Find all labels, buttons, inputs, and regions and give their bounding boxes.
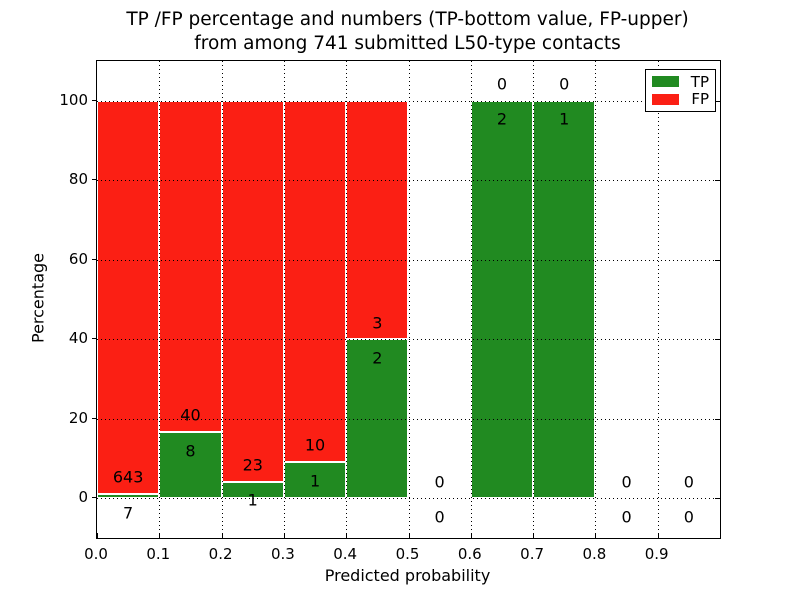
x-tick-label: 0.5 (395, 545, 420, 563)
fp-bar-segment (97, 100, 160, 494)
fp-count-label: 3 (372, 313, 383, 333)
x-tick-label: 0.9 (644, 545, 669, 563)
x-tick-mark (657, 533, 659, 538)
tp-count-label: 2 (496, 109, 508, 129)
fp-count-label: 23 (242, 455, 263, 475)
tp-bar-segment (159, 431, 222, 499)
y-tick-mark (92, 99, 96, 101)
y-tick-mark (92, 417, 96, 419)
v-gridline (595, 61, 597, 538)
y-tick-label: 40 (68, 329, 88, 348)
x-tick-mark (97, 533, 98, 538)
x-tick-mark (595, 533, 597, 538)
tp-bar-segment (97, 493, 160, 499)
fp-count-label: 0 (559, 74, 570, 94)
y-tick-label: 20 (68, 408, 88, 427)
y-tick-label: 80 (68, 170, 88, 189)
x-axis-label: Predicted probability (324, 566, 491, 585)
tp-bar-segment (533, 100, 596, 499)
fp-count-label: 0 (496, 74, 508, 94)
x-tick-mark (221, 533, 223, 538)
x-tick-mark (283, 533, 285, 538)
legend: TP FP (645, 69, 716, 112)
x-tick-label: 0.8 (582, 545, 607, 563)
x-tick-mark (408, 533, 410, 538)
legend-entry-fp: FP (652, 91, 709, 107)
tp-count-label: 0 (621, 507, 632, 527)
chart-title-line2: from among 741 submitted L50-type contac… (194, 33, 621, 54)
fp-bar-segment (283, 100, 347, 463)
v-gridline (221, 61, 223, 538)
tp-count-label: 2 (372, 348, 383, 368)
x-tick-label: 0.2 (208, 545, 233, 563)
tp-count-label: 1 (559, 109, 570, 129)
legend-label-tp: TP (690, 72, 709, 91)
fp-swatch-icon (652, 93, 679, 105)
tp-count-label: 8 (185, 441, 196, 461)
fp-count-label: 40 (180, 405, 201, 425)
tp-count-label: 0 (434, 507, 445, 527)
y-tick-mark (92, 179, 96, 181)
tp-count-label: 7 (123, 503, 134, 523)
v-gridline (657, 61, 659, 538)
tp-swatch-icon (652, 76, 679, 88)
v-gridline (408, 61, 410, 538)
tp-count-label: 1 (247, 490, 258, 510)
x-tick-mark (159, 533, 161, 538)
y-tick-mark (715, 259, 720, 261)
fp-bar-segment (221, 100, 284, 482)
y-tick-mark (715, 498, 720, 500)
legend-entry-tp: TP (652, 74, 709, 90)
y-tick-mark (92, 258, 96, 260)
y-tick-label: 60 (68, 249, 88, 268)
fp-count-label: 643 (112, 467, 144, 487)
tp-count-label: 0 (683, 507, 694, 527)
y-tick-mark (715, 100, 720, 102)
y-tick-mark (92, 497, 96, 499)
chart-title-line1: TP /FP percentage and numbers (TP-bottom… (126, 9, 689, 30)
x-tick-mark (533, 533, 535, 538)
tp-bar-segment (470, 100, 534, 499)
fp-count-label: 10 (304, 435, 326, 455)
x-tick-label: 0.7 (520, 545, 545, 563)
x-tick-label: 0.6 (457, 545, 482, 563)
y-tick-mark (92, 338, 96, 340)
v-gridline (159, 61, 161, 538)
y-tick-mark (715, 418, 720, 420)
x-tick-label: 0.0 (84, 545, 108, 563)
x-tick-mark (470, 533, 472, 538)
x-tick-mark (346, 533, 348, 538)
chart-title: TP /FP percentage and numbers (TP-bottom… (96, 8, 719, 56)
v-gridline (470, 61, 472, 538)
legend-label-fp: FP (691, 90, 709, 109)
fp-bar-segment (346, 100, 409, 340)
y-tick-mark (715, 180, 720, 182)
v-gridline (346, 61, 348, 538)
x-tick-label: 0.4 (333, 545, 358, 563)
x-tick-label: 0.1 (146, 545, 171, 563)
y-tick-mark (715, 339, 720, 341)
fp-count-label: 0 (434, 472, 445, 492)
fp-count-label: 0 (621, 472, 632, 492)
v-gridline (533, 61, 535, 538)
y-tick-label: 100 (59, 90, 88, 109)
v-gridline (283, 61, 285, 538)
fp-count-label: 0 (683, 472, 694, 492)
y-tick-label: 0 (78, 488, 88, 507)
tp-count-label: 1 (309, 471, 321, 491)
plot-area: 643 7 40 8 23 1 10 1 3 2 0 0 0 2 0 1 0 0 0 0 (96, 60, 721, 539)
x-tick-label: 0.3 (270, 545, 295, 563)
tp-bar-segment (283, 462, 347, 499)
fp-bar-segment (159, 100, 222, 432)
